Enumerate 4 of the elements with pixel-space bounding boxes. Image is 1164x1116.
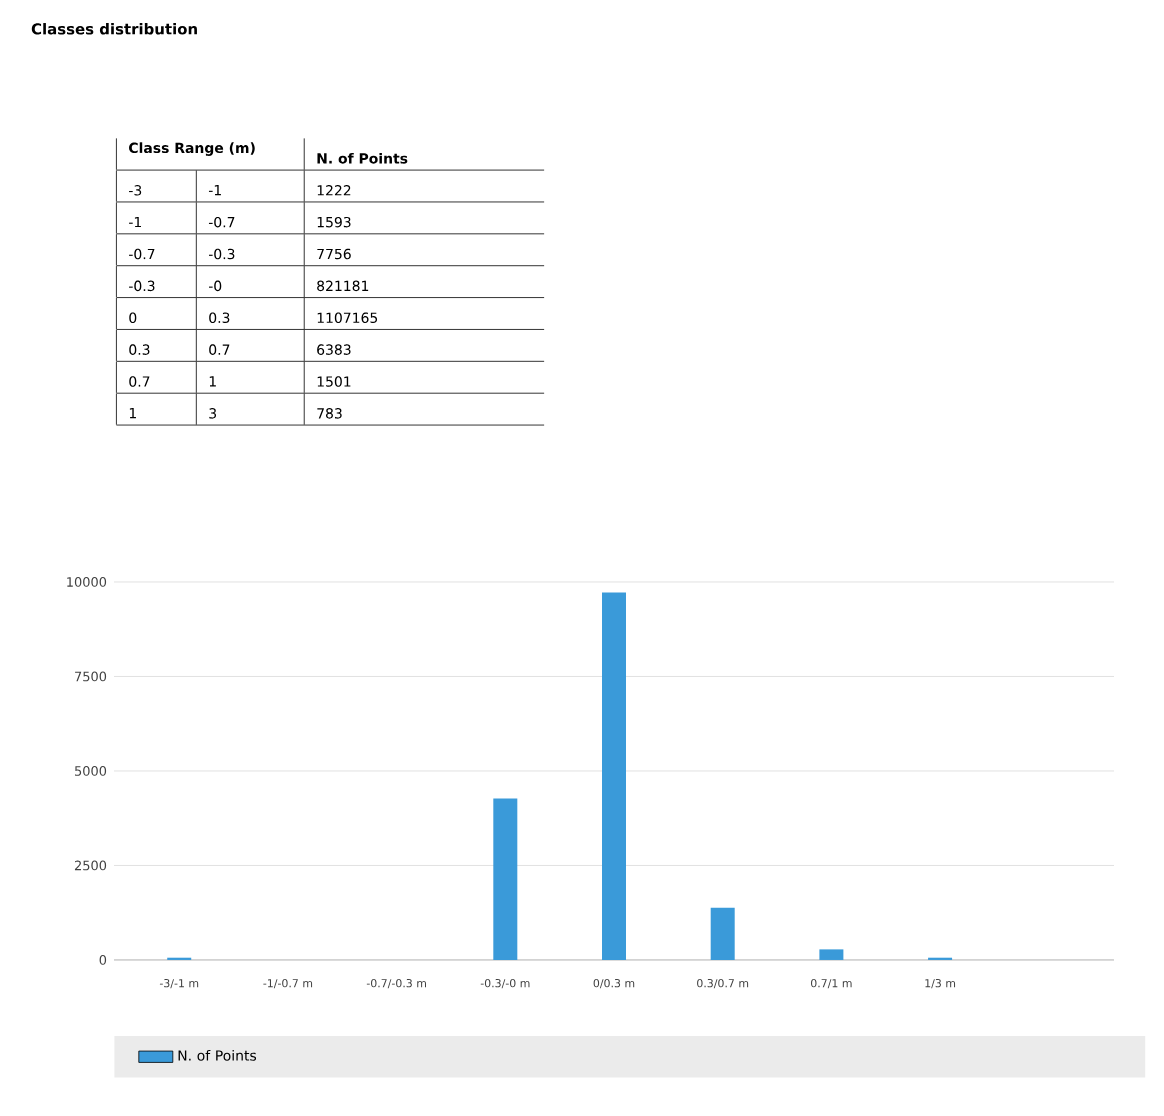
- bar: [493, 798, 518, 960]
- bar: [710, 907, 735, 960]
- bar: [819, 949, 844, 960]
- bar: [602, 592, 626, 960]
